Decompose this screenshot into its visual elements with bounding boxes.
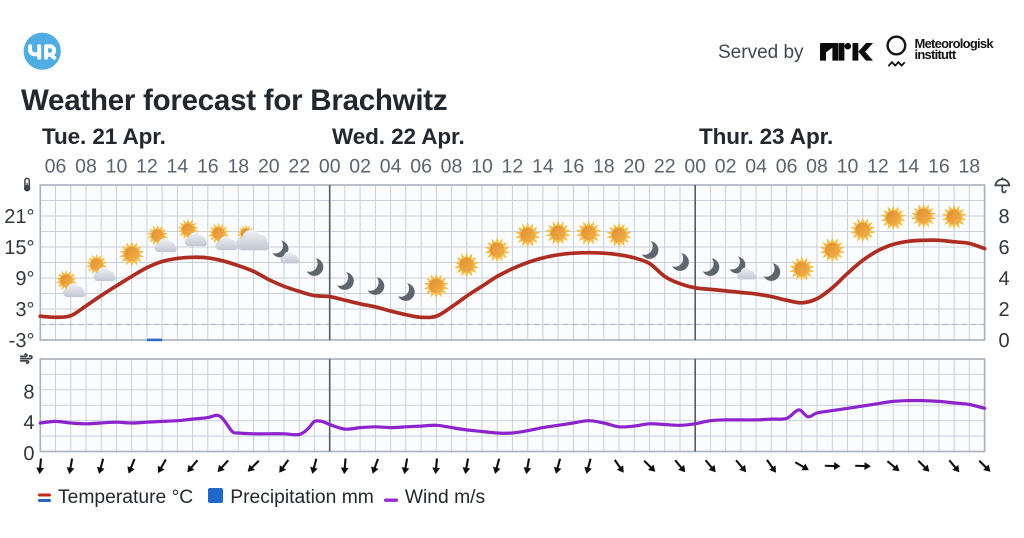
svg-text:12: 12 — [136, 155, 158, 177]
svg-text:9°: 9° — [15, 268, 34, 290]
svg-text:14: 14 — [167, 155, 189, 177]
svg-text:12: 12 — [867, 155, 889, 177]
svg-text:15°: 15° — [4, 237, 34, 259]
svg-text:8: 8 — [23, 381, 34, 403]
svg-text:20: 20 — [623, 155, 645, 177]
svg-text:0: 0 — [23, 443, 34, 465]
svg-text:08: 08 — [806, 155, 828, 177]
svg-text:20: 20 — [258, 155, 280, 177]
svg-text:06: 06 — [776, 155, 798, 177]
svg-text:06: 06 — [410, 155, 432, 177]
svg-text:6: 6 — [998, 237, 1009, 259]
svg-text:04: 04 — [745, 155, 767, 177]
svg-text:16: 16 — [197, 155, 219, 177]
svg-text:8: 8 — [998, 206, 1009, 228]
svg-text:-3°: -3° — [9, 330, 35, 352]
svg-text:12: 12 — [502, 155, 524, 177]
svg-text:22: 22 — [654, 155, 676, 177]
svg-text:00: 00 — [319, 155, 341, 177]
svg-text:3°: 3° — [15, 299, 34, 321]
svg-text:18: 18 — [958, 155, 980, 177]
svg-text:21°: 21° — [4, 206, 34, 228]
svg-text:10: 10 — [837, 155, 859, 177]
svg-text:08: 08 — [441, 155, 463, 177]
svg-text:10: 10 — [471, 155, 493, 177]
svg-text:16: 16 — [928, 155, 950, 177]
svg-text:04: 04 — [380, 155, 402, 177]
svg-text:4: 4 — [998, 268, 1009, 290]
svg-text:16: 16 — [563, 155, 585, 177]
svg-text:18: 18 — [593, 155, 615, 177]
svg-text:14: 14 — [532, 155, 554, 177]
svg-text:08: 08 — [75, 155, 97, 177]
svg-text:10: 10 — [106, 155, 128, 177]
svg-text:02: 02 — [715, 155, 737, 177]
svg-text:06: 06 — [45, 155, 67, 177]
svg-text:02: 02 — [349, 155, 371, 177]
svg-text:18: 18 — [227, 155, 249, 177]
svg-text:14: 14 — [898, 155, 920, 177]
svg-text:2: 2 — [998, 299, 1009, 321]
svg-text:00: 00 — [684, 155, 706, 177]
svg-text:0: 0 — [998, 330, 1009, 352]
svg-text:22: 22 — [288, 155, 310, 177]
svg-text:4: 4 — [23, 412, 34, 434]
